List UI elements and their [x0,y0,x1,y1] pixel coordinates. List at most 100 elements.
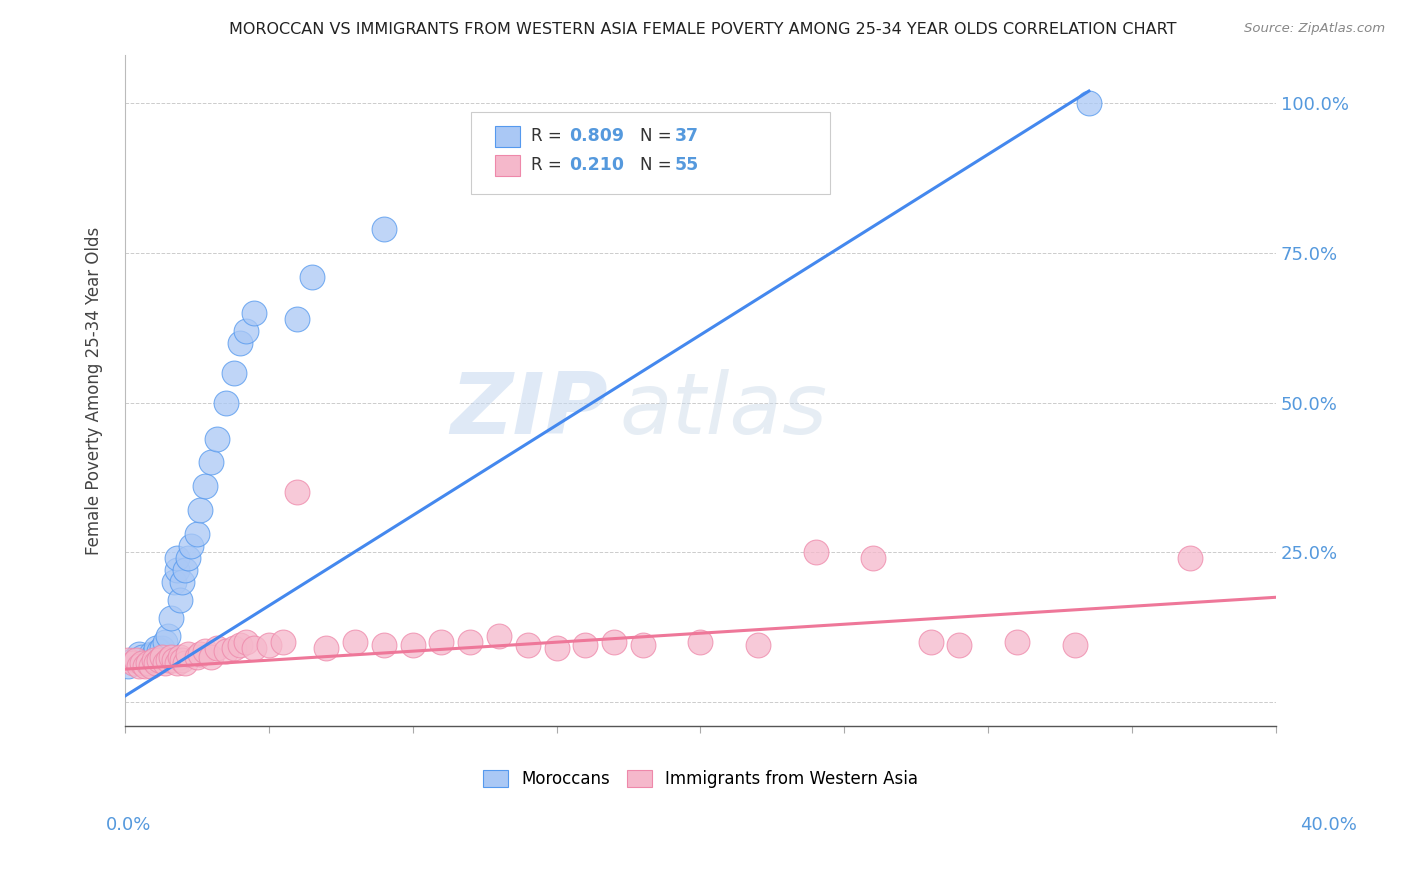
Point [1063,638,1085,652]
Text: N =: N = [640,156,676,174]
Point [156,629,179,643]
Point [180,540,202,554]
Point [142,647,165,661]
Point [430,635,453,649]
Point [235,324,257,338]
Point [145,641,167,656]
Point [214,395,236,409]
Point [186,527,208,541]
Y-axis label: Female Poverty Among 25-34 Year Olds: Female Poverty Among 25-34 Year Olds [86,227,103,555]
Point [631,638,654,652]
Text: MOROCCAN VS IMMIGRANTS FROM WESTERN ASIA FEMALE POVERTY AMONG 25-34 YEAR OLDS CO: MOROCCAN VS IMMIGRANTS FROM WESTERN ASIA… [229,22,1177,37]
Text: 0.809: 0.809 [569,127,624,145]
Point [148,644,170,658]
Text: Source: ZipAtlas.com: Source: ZipAtlas.com [1244,22,1385,36]
Point [271,635,294,649]
Point [804,545,827,559]
Point [125,653,148,667]
Point [205,641,228,656]
Point [373,638,395,652]
Text: ZIP: ZIP [451,369,609,452]
Point [177,647,200,661]
Point [160,650,183,665]
Point [862,551,884,566]
Point [134,656,156,670]
Text: 37: 37 [675,127,699,145]
Point [160,611,183,625]
Point [194,644,217,658]
Point [177,551,200,566]
Point [136,653,159,667]
Point [200,650,222,665]
Point [169,650,191,665]
Point [200,455,222,469]
Point [122,653,145,667]
Point [163,653,186,667]
Point [174,656,197,670]
Point [134,659,156,673]
Point [373,222,395,236]
Point [188,647,211,661]
Point [166,656,188,670]
Point [458,635,481,649]
Point [172,575,194,590]
Point [205,432,228,446]
Point [920,635,942,649]
Point [153,656,176,670]
Point [172,653,194,667]
Point [142,653,165,667]
Point [142,650,165,665]
Point [186,650,208,665]
Point [229,638,252,652]
Point [1178,551,1201,566]
Point [139,647,162,661]
Point [131,656,153,670]
Point [603,635,626,649]
Point [747,638,769,652]
Point [214,644,236,658]
Text: R =: R = [531,127,568,145]
Point [188,503,211,517]
Point [401,638,423,652]
Text: 55: 55 [675,156,699,174]
Point [150,641,173,656]
Point [516,638,538,652]
Point [163,575,186,590]
Point [229,335,252,350]
Point [139,659,162,673]
Text: N =: N = [640,127,676,145]
Text: 40.0%: 40.0% [1301,816,1357,834]
Point [301,269,323,284]
Point [145,656,167,670]
Text: 0.0%: 0.0% [105,816,150,834]
Legend: Moroccans, Immigrants from Western Asia: Moroccans, Immigrants from Western Asia [477,764,925,795]
Point [136,656,159,670]
Point [131,650,153,665]
Point [689,635,711,649]
Point [194,479,217,493]
Point [287,311,309,326]
Text: R =: R = [531,156,568,174]
Point [156,653,179,667]
Text: 0.210: 0.210 [569,156,624,174]
Point [148,653,170,667]
Point [122,656,145,670]
Point [117,659,139,673]
Point [166,563,188,577]
Point [488,629,510,643]
Point [166,551,188,566]
Point [574,638,596,652]
Point [948,638,970,652]
Point [344,635,367,649]
Point [150,650,173,665]
Point [235,635,257,649]
Point [153,635,176,649]
Point [315,641,337,656]
Point [546,641,568,656]
Point [224,641,246,656]
Point [224,366,246,380]
Text: atlas: atlas [620,369,828,452]
Point [257,638,280,652]
Point [243,641,266,656]
Point [174,563,197,577]
